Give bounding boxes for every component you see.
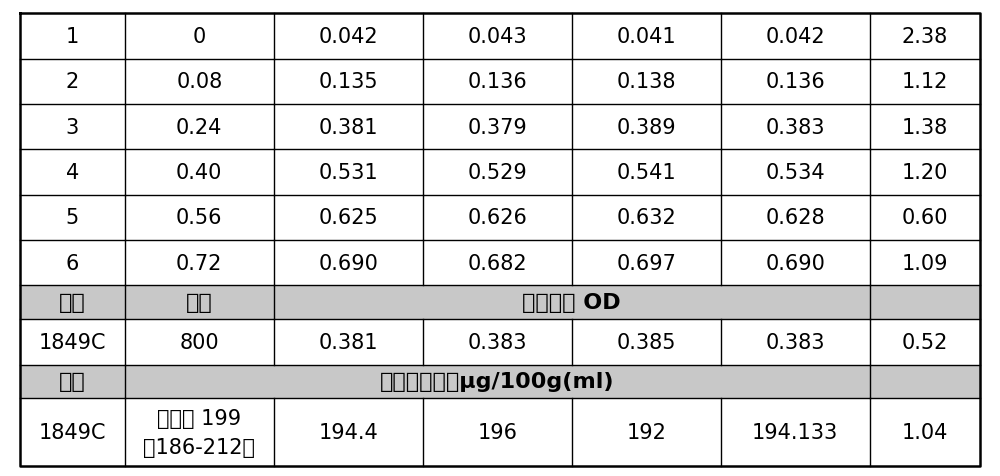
Text: 0.383: 0.383 [765,332,825,352]
Text: 2.38: 2.38 [902,27,948,47]
Text: 0: 0 [193,27,206,47]
Text: 1.12: 1.12 [902,72,948,92]
Text: 194.4: 194.4 [318,423,378,443]
Text: 0.697: 0.697 [616,253,676,273]
Text: 0.136: 0.136 [467,72,527,92]
Text: 0.08: 0.08 [176,72,222,92]
Text: 0.24: 0.24 [176,118,222,137]
Text: 0.379: 0.379 [467,118,527,137]
Text: 稀释: 稀释 [186,293,213,313]
Text: 0.383: 0.383 [467,332,527,352]
Text: 196: 196 [477,423,517,443]
Text: 0.625: 0.625 [318,208,378,228]
Text: 1849C: 1849C [39,423,106,443]
Text: 0.56: 0.56 [176,208,223,228]
Text: （186-212）: （186-212） [143,437,255,457]
Text: 2: 2 [66,72,79,92]
Text: 0.632: 0.632 [616,208,676,228]
Text: 0.381: 0.381 [319,332,378,352]
Bar [20,365,980,398]
Text: 吸光度値 OD: 吸光度値 OD [522,293,621,313]
Text: 0.383: 0.383 [765,118,825,137]
Text: 0.40: 0.40 [176,163,222,182]
Text: 1.09: 1.09 [902,253,948,273]
Text: 0.690: 0.690 [765,253,825,273]
Text: 5: 5 [66,208,79,228]
Text: 0.043: 0.043 [467,27,527,47]
Bar [20,286,980,319]
Text: 0.72: 0.72 [176,253,222,273]
Text: 0.628: 0.628 [765,208,825,228]
Text: 0.541: 0.541 [616,163,676,182]
Text: 0.041: 0.041 [616,27,676,47]
Text: 194.133: 194.133 [752,423,838,443]
Text: 0.138: 0.138 [616,72,676,92]
Text: 0.52: 0.52 [902,332,948,352]
Text: 1.04: 1.04 [902,423,948,443]
Text: 样品: 样品 [59,293,86,313]
Text: 0.529: 0.529 [467,163,527,182]
Text: 0.389: 0.389 [616,118,676,137]
Text: 0.626: 0.626 [467,208,527,228]
Text: 1.38: 1.38 [902,118,948,137]
Text: 0.682: 0.682 [467,253,527,273]
Text: 192: 192 [626,423,666,443]
Text: 生物素含量，μg/100g(ml): 生物素含量，μg/100g(ml) [380,372,614,392]
Text: 1.20: 1.20 [902,163,948,182]
Text: 3: 3 [66,118,79,137]
Text: 0.136: 0.136 [765,72,825,92]
Text: 0.042: 0.042 [765,27,825,47]
Text: 0.531: 0.531 [318,163,378,182]
Text: 0.385: 0.385 [616,332,676,352]
Text: 0.042: 0.042 [318,27,378,47]
Text: 0.135: 0.135 [318,72,378,92]
Text: 1: 1 [66,27,79,47]
Text: 样品: 样品 [59,372,86,392]
Text: 6: 6 [66,253,79,273]
Text: 0.690: 0.690 [318,253,378,273]
Text: 目标値 199: 目标値 199 [157,407,241,427]
Text: 0.534: 0.534 [765,163,825,182]
Text: 1849C: 1849C [39,332,106,352]
Text: 0.60: 0.60 [902,208,948,228]
Text: 4: 4 [66,163,79,182]
Text: 0.381: 0.381 [319,118,378,137]
Text: 800: 800 [179,332,219,352]
